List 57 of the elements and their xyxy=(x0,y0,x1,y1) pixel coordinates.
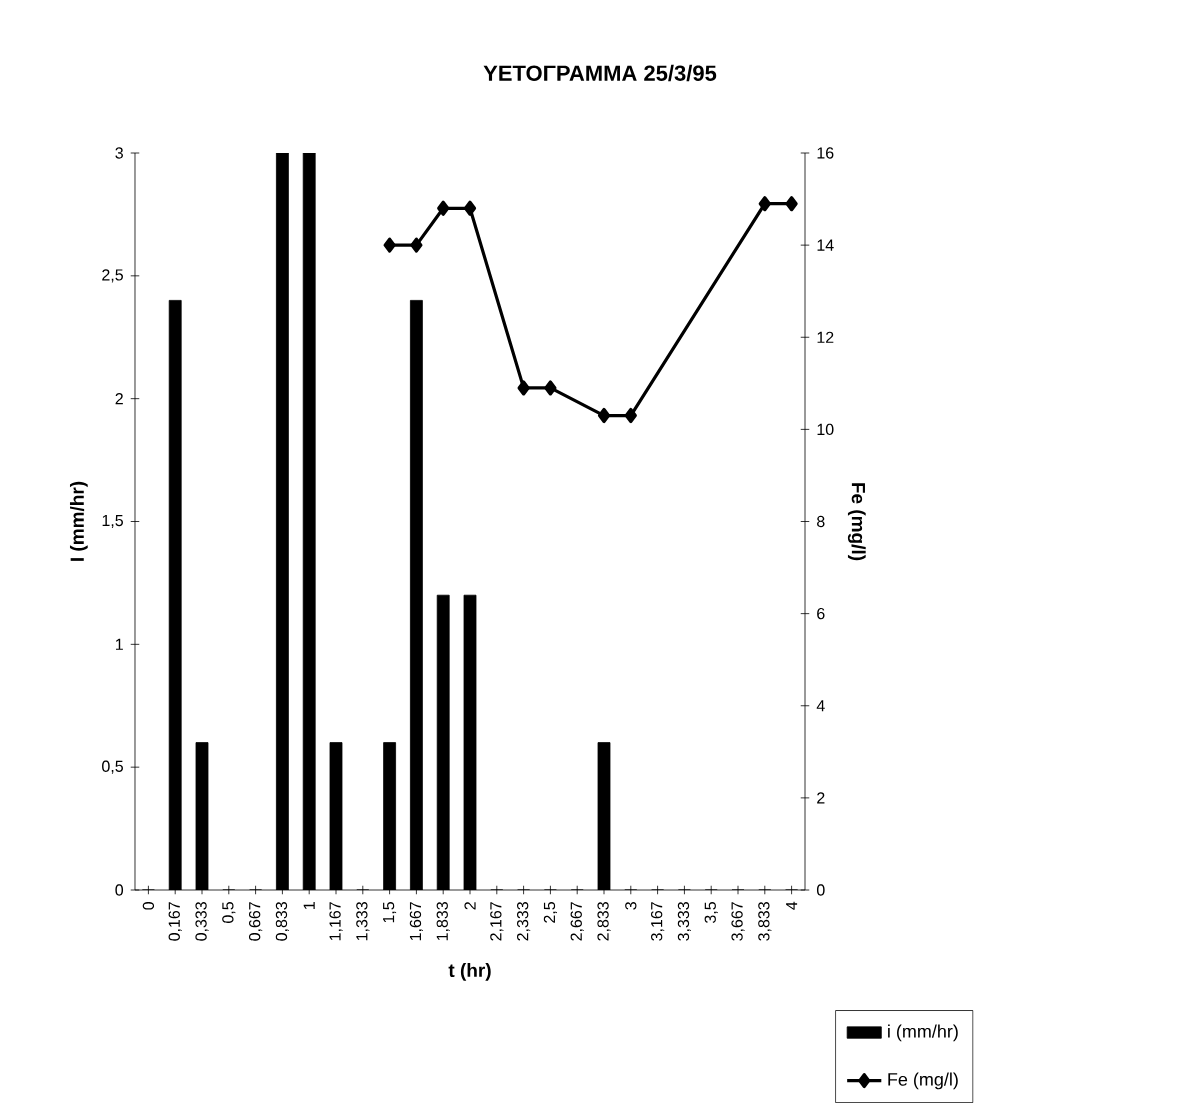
x-axis-title: t (hr) xyxy=(448,963,491,981)
y-tick-label: 3 xyxy=(115,147,123,159)
y-tick-label: 2,5 xyxy=(102,269,123,283)
point xyxy=(463,200,477,216)
x-tick-label: 2,833 xyxy=(597,902,611,941)
y2-axis-title: Fe (mg/l) xyxy=(847,483,866,561)
point xyxy=(383,237,396,253)
x-tick-label: 1,333 xyxy=(356,902,370,941)
legend-label: i (mm/hr) xyxy=(888,1024,958,1042)
point xyxy=(758,196,771,212)
x-tick-label: 3,5 xyxy=(704,902,718,923)
point xyxy=(785,196,798,212)
x-tick-label: 4 xyxy=(786,901,798,910)
y2-tick-label: 10 xyxy=(817,423,834,436)
y2-tick-label: 6 xyxy=(817,607,825,620)
y2-tick-label: 4 xyxy=(816,700,825,712)
point xyxy=(544,380,557,396)
y-tick-label: 2 xyxy=(115,393,123,405)
x-tick-label: 1 xyxy=(303,902,315,910)
x-tick-label: 2 xyxy=(464,902,476,910)
y2-tick-label: 8 xyxy=(817,515,825,528)
point xyxy=(624,407,637,424)
y-tick-label: 0,5 xyxy=(102,760,123,774)
chart-title: ΥΕΤΟΓΡΑΜΜΑ 25/3/95 xyxy=(483,64,717,82)
x-tick-label: 0,333 xyxy=(195,902,209,941)
y2-tick-label: 0 xyxy=(816,884,825,896)
x-tick-label: 3,167 xyxy=(651,902,665,941)
point xyxy=(597,407,611,424)
x-tick-label: 1,167 xyxy=(329,902,343,941)
x-tick-label: 0 xyxy=(142,901,155,910)
x-tick-label: 0,833 xyxy=(275,902,289,941)
y2-tick-label: 16 xyxy=(817,147,834,159)
y-axis-title: I (mm/hr) xyxy=(69,481,88,561)
x-tick-label: 3,333 xyxy=(677,902,692,941)
y-tick-label: 0 xyxy=(115,884,124,896)
x-tick-label: 3 xyxy=(625,902,637,910)
x-tick-label: 1,5 xyxy=(383,902,397,923)
x-tick-label: 2,667 xyxy=(570,902,584,941)
x-tick-label: 1,833 xyxy=(436,902,450,941)
point xyxy=(410,237,423,253)
x-tick-label: 3,667 xyxy=(731,902,745,941)
legend-label: Fe (mg/l) xyxy=(888,1072,958,1090)
y2-tick-label: 2 xyxy=(817,792,825,804)
x-tick-label: 0,5 xyxy=(222,902,236,923)
x-tick-label: 2,333 xyxy=(517,902,531,941)
x-tick-label: 0,667 xyxy=(249,902,263,941)
point xyxy=(437,200,450,216)
x-tick-label: 1,667 xyxy=(409,902,424,941)
x-tick-label: 0,167 xyxy=(168,902,182,941)
y-tick-label: 1 xyxy=(115,638,123,650)
x-tick-label: 2,5 xyxy=(543,902,558,923)
point xyxy=(517,380,530,396)
y2-tick-label: 12 xyxy=(817,331,834,343)
x-tick-label: 3,833 xyxy=(758,902,772,941)
y2-tick-label: 14 xyxy=(817,239,834,251)
x-tick-label: 2,167 xyxy=(490,902,504,941)
y-tick-label: 1,5 xyxy=(102,514,123,529)
